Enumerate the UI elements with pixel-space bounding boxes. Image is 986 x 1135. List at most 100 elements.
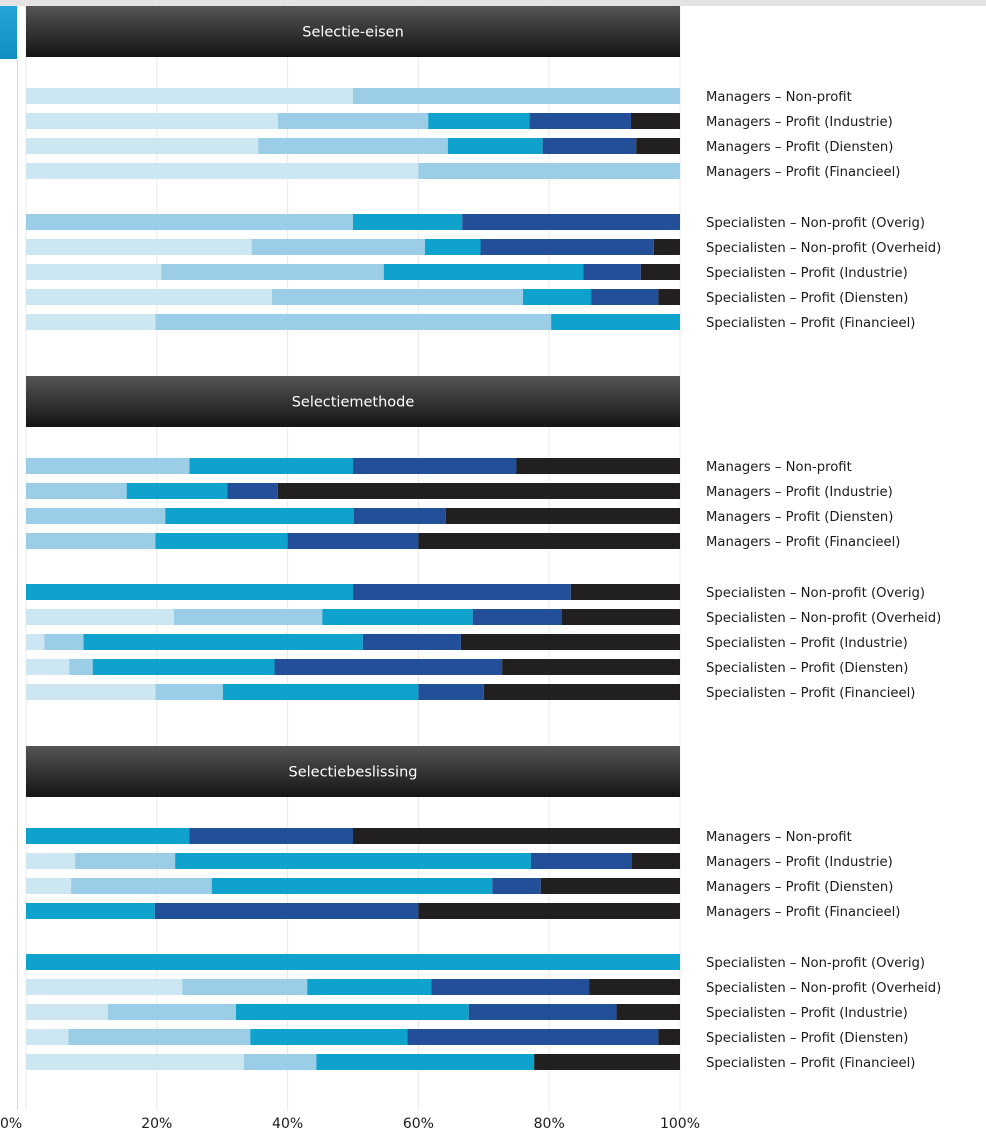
bar-segment	[250, 1029, 408, 1045]
bar-segment	[418, 533, 680, 549]
bar-segment	[26, 853, 76, 869]
bar-segment	[353, 508, 446, 524]
section-header	[26, 376, 680, 427]
bar-segment	[271, 289, 524, 305]
bar-segment	[26, 239, 252, 255]
bar-segment	[189, 828, 353, 844]
row-label: Specialisten – Profit (Industrie)	[706, 636, 908, 651]
bar-segment	[277, 483, 680, 499]
row-label: Managers – Non-profit	[706, 90, 852, 105]
bar-segment	[551, 314, 680, 330]
bar-segment	[26, 264, 162, 280]
row-label: Specialisten – Profit (Financieel)	[706, 1056, 915, 1071]
section-header	[26, 6, 680, 57]
bar-segment	[277, 113, 429, 129]
bar-segment	[316, 1054, 535, 1070]
top-band	[0, 0, 986, 6]
row-label: Managers – Profit (Financieel)	[706, 535, 900, 550]
bar-segment	[431, 979, 590, 995]
bar-segment	[44, 634, 84, 650]
bar-segment	[530, 853, 632, 869]
x-tick-label: 60%	[403, 1116, 434, 1132]
bar-segment	[154, 903, 419, 919]
bar-segment	[658, 1029, 680, 1045]
row-label: Specialisten – Profit (Diensten)	[706, 291, 908, 306]
bar-segment	[468, 1004, 617, 1020]
bar-segment	[362, 634, 461, 650]
bar-segment	[227, 483, 278, 499]
bar-segment	[322, 609, 473, 625]
x-tick-label: 20%	[141, 1116, 172, 1132]
bar-segment	[26, 684, 156, 700]
x-tick-label: 80%	[534, 1116, 565, 1132]
bar-segment	[26, 828, 190, 844]
bar-segment	[26, 878, 72, 894]
row-label: Managers – Profit (Financieel)	[706, 165, 900, 180]
bar-segment	[274, 659, 503, 675]
bar-segment	[182, 979, 308, 995]
bar-segment	[583, 264, 641, 280]
bar-segment	[26, 214, 353, 230]
bar-segment	[26, 483, 127, 499]
section-headers: Selectie-eisen Selectiemethode Selectiebes…	[26, 6, 680, 797]
bar-segment	[26, 979, 183, 995]
bar-segment	[502, 659, 680, 675]
accent-tab	[0, 6, 17, 59]
bar-segment	[480, 239, 654, 255]
bar-segment	[529, 113, 631, 129]
bar-segment	[523, 289, 592, 305]
bar-segment	[26, 1029, 69, 1045]
bar-segment	[653, 239, 680, 255]
bar-segment	[383, 264, 584, 280]
row-label: Managers – Profit (Diensten)	[706, 880, 893, 895]
bar-segment	[591, 289, 659, 305]
bar-segment	[126, 483, 228, 499]
bar-segment	[26, 903, 155, 919]
bar-segment	[26, 138, 259, 154]
row-label: Managers – Non-profit	[706, 830, 852, 845]
row-label: Specialisten – Non-profit (Overig)	[706, 586, 925, 601]
bar-segment	[418, 163, 680, 179]
bar-segment	[26, 163, 419, 179]
bar-segment	[418, 903, 680, 919]
bar-segment	[75, 853, 176, 869]
bar-segment	[353, 214, 463, 230]
row-label: Specialisten – Non-profit (Overheid)	[706, 981, 941, 996]
bar-segment	[258, 138, 448, 154]
bar-segment	[353, 458, 517, 474]
row-label: Managers – Profit (Diensten)	[706, 510, 893, 525]
row-label: Managers – Profit (Industrie)	[706, 115, 893, 130]
bar-segment	[534, 1054, 680, 1070]
row-label: Managers – Non-profit	[706, 460, 852, 475]
bar-segment	[428, 113, 530, 129]
gridlines	[17, 0, 681, 1110]
bar-segment	[26, 1054, 244, 1070]
bar-segment	[542, 138, 637, 154]
bar-segment	[631, 853, 680, 869]
section-title: Selectiebeslissing	[289, 765, 418, 781]
bar-segment	[26, 458, 190, 474]
bar-segment	[353, 88, 680, 104]
bar-segment	[26, 314, 156, 330]
bar-segment	[636, 138, 680, 154]
bar-segment	[69, 659, 93, 675]
row-label: Specialisten – Profit (Diensten)	[706, 661, 908, 676]
row-label: Managers – Profit (Industrie)	[706, 485, 893, 500]
section-title: Selectiemethode	[292, 395, 415, 411]
bar-segment	[26, 1004, 108, 1020]
bar-segment	[418, 684, 484, 700]
x-tick-label: 40%	[272, 1116, 303, 1132]
bar-segment	[92, 659, 275, 675]
bar-segment	[165, 508, 354, 524]
row-label: Specialisten – Profit (Diensten)	[706, 1031, 908, 1046]
bar-segment	[222, 684, 419, 700]
bar-segment	[243, 1054, 317, 1070]
row-label: Specialisten – Profit (Financieel)	[706, 316, 915, 331]
row-label: Specialisten – Non-profit (Overheid)	[706, 611, 941, 626]
bar-segment	[175, 853, 531, 869]
bar-segment	[189, 458, 353, 474]
bar-segment	[640, 264, 680, 280]
bar-segment	[26, 609, 174, 625]
bar-segment	[658, 289, 680, 305]
row-labels: Managers – Non-profit Managers – Profit (…	[706, 90, 941, 1071]
